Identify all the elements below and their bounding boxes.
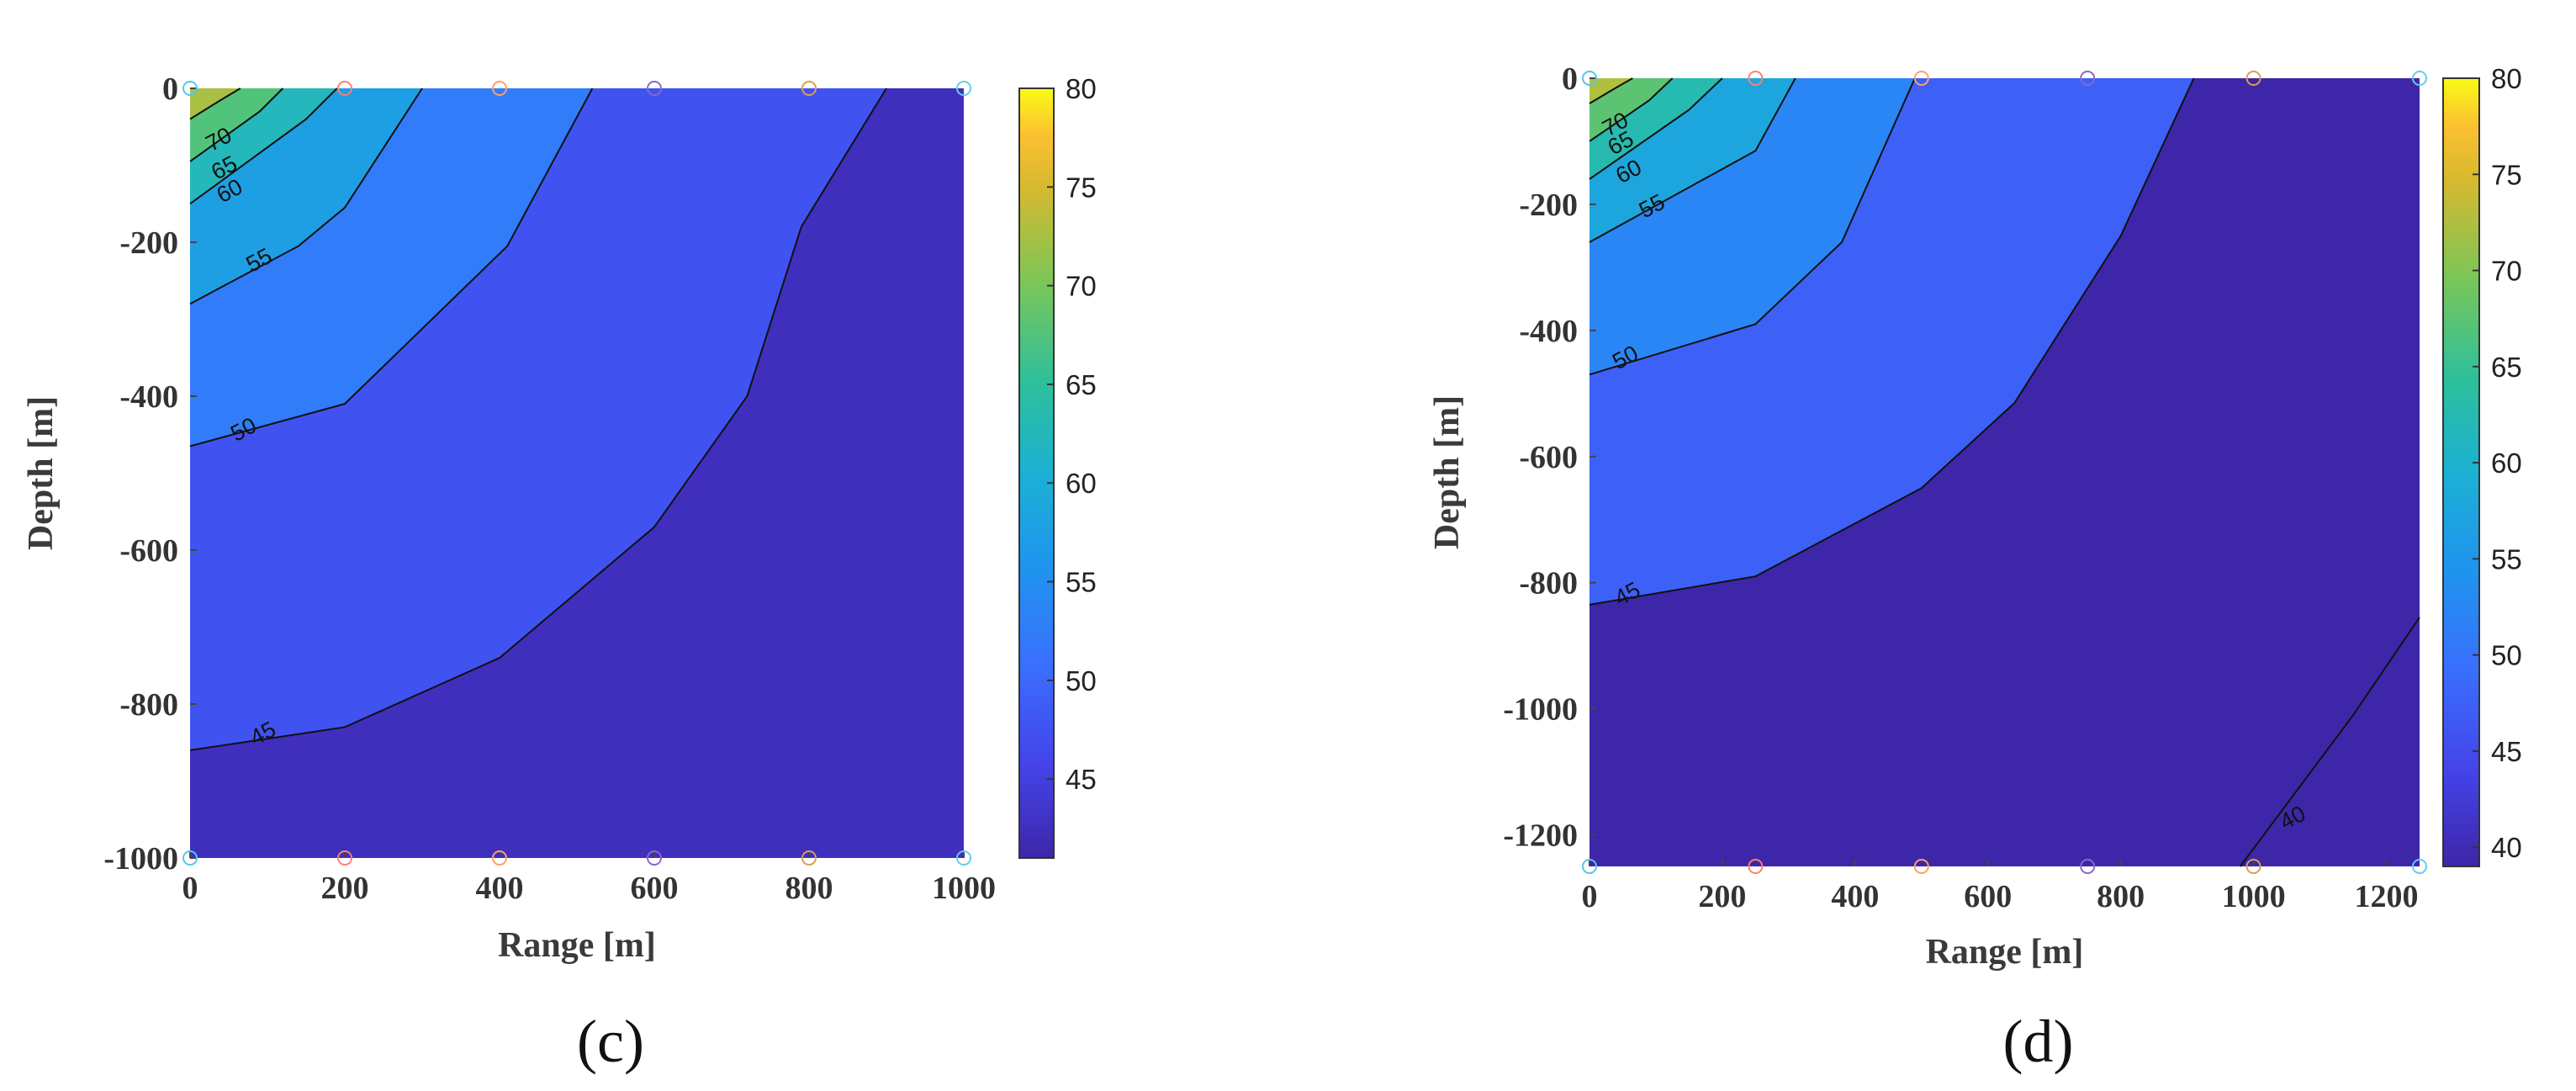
contour-line-55 bbox=[1589, 77, 1796, 243]
x-tick-label: 400 bbox=[1831, 879, 1879, 914]
sample-marker bbox=[647, 81, 662, 96]
panel-label: (c) bbox=[577, 1008, 644, 1075]
sample-marker bbox=[1582, 859, 1597, 874]
contour-line-65 bbox=[189, 87, 284, 162]
colorbar-tick-label: 70 bbox=[1066, 271, 1097, 302]
y-tick-label: 0 bbox=[162, 71, 178, 107]
colorbar-tick-label: 45 bbox=[2491, 736, 2522, 767]
x-tick-label: 1000 bbox=[2222, 879, 2286, 914]
sample-marker bbox=[1748, 71, 1764, 86]
y-tick-label: -400 bbox=[119, 379, 178, 415]
contour-panel-c: 70 65 60 55 50 45 0 200 400 600 800 1000 0 -200 -400 -6… bbox=[22, 71, 1097, 1075]
sample-marker bbox=[2245, 859, 2261, 874]
sample-marker bbox=[801, 81, 817, 96]
colorbar-tick-label: 60 bbox=[2491, 448, 2522, 479]
colorbar-tick-label: 60 bbox=[1066, 468, 1097, 499]
contour-line-50 bbox=[189, 87, 594, 448]
y-tick-label: -800 bbox=[1519, 566, 1578, 601]
contour-line-70 bbox=[189, 87, 241, 120]
contour-line-40 bbox=[2240, 617, 2420, 867]
contour-line-45 bbox=[189, 87, 887, 751]
contour-line-60 bbox=[1589, 77, 1723, 180]
contour-line-70 bbox=[1589, 77, 1633, 104]
x-tick-label: 600 bbox=[631, 871, 679, 906]
contour-line-55 bbox=[189, 87, 423, 305]
sample-marker bbox=[647, 850, 662, 866]
x-axis-label: Range [m] bbox=[1926, 933, 2084, 972]
y-tick-label: -200 bbox=[119, 225, 178, 261]
x-tick-label: 0 bbox=[1582, 879, 1598, 914]
sample-marker bbox=[1913, 71, 1929, 86]
colorbar-tick-label: 45 bbox=[1066, 764, 1097, 795]
contour-line-45 bbox=[1589, 77, 2195, 606]
colorbar-tick-label: 70 bbox=[2491, 256, 2522, 287]
contour-line-50 bbox=[1589, 77, 1916, 376]
sample-marker bbox=[337, 81, 352, 96]
x-tick-label: 600 bbox=[1964, 879, 2012, 914]
x-tick-label: 200 bbox=[321, 871, 369, 906]
sample-marker bbox=[1582, 71, 1597, 86]
y-axis-label: Depth [m] bbox=[1428, 395, 1467, 549]
colorbar-tick-label: 50 bbox=[1066, 665, 1097, 696]
x-tick-label: 1200 bbox=[2355, 879, 2419, 914]
sample-marker bbox=[2412, 859, 2427, 874]
contour-region-70 bbox=[1590, 78, 1633, 103]
contour-region-65 bbox=[1590, 78, 1673, 141]
contour-region-70 bbox=[190, 88, 241, 119]
colorbar bbox=[1018, 87, 1055, 859]
y-tick-label: -1000 bbox=[103, 841, 178, 877]
x-tick-label: 800 bbox=[2097, 879, 2145, 914]
colorbar-tick-label: 80 bbox=[1066, 73, 1097, 104]
colorbar-tick-label: 65 bbox=[2491, 352, 2522, 383]
y-tick-label: -600 bbox=[1519, 440, 1578, 475]
x-tick-label: 200 bbox=[1698, 879, 1746, 914]
colorbar-tick-label: 55 bbox=[2491, 543, 2522, 575]
sample-marker bbox=[182, 81, 198, 96]
sample-marker bbox=[2245, 71, 2261, 86]
colorbar-tick-label: 50 bbox=[2491, 640, 2522, 671]
x-tick-label: 400 bbox=[476, 871, 524, 906]
y-tick-label: -600 bbox=[119, 533, 178, 569]
colorbar-tick-label: 65 bbox=[1066, 369, 1097, 400]
colorbar-tick-label: 40 bbox=[2491, 832, 2522, 863]
sample-marker bbox=[801, 850, 817, 866]
sample-marker bbox=[956, 81, 971, 96]
sample-marker bbox=[956, 850, 971, 866]
y-tick-label: -800 bbox=[119, 687, 178, 723]
y-tick-label: -1200 bbox=[1503, 818, 1578, 854]
x-axis-label: Range [m] bbox=[498, 926, 656, 965]
colorbar-tick-label: 80 bbox=[2491, 63, 2522, 94]
y-tick-label: -400 bbox=[1519, 314, 1578, 349]
colorbar-tick-label: 75 bbox=[2491, 159, 2522, 190]
colorbar-tick-label: 75 bbox=[1066, 172, 1097, 203]
sample-marker bbox=[337, 850, 352, 866]
x-tick-label: 1000 bbox=[932, 871, 996, 906]
sample-marker bbox=[492, 81, 507, 96]
colorbar-tick-label: 55 bbox=[1066, 567, 1097, 598]
sample-marker bbox=[2080, 859, 2096, 874]
x-tick-label: 800 bbox=[785, 871, 833, 906]
sample-marker bbox=[1913, 859, 1929, 874]
y-axis-label: Depth [m] bbox=[22, 396, 61, 550]
x-tick-label: 0 bbox=[182, 871, 198, 906]
colorbar bbox=[2442, 77, 2480, 867]
sample-marker bbox=[1748, 859, 1764, 874]
contour-region-65 bbox=[190, 88, 283, 162]
panel-label: (d) bbox=[2003, 1008, 2074, 1075]
contour-line-60 bbox=[189, 87, 338, 205]
contour-line-65 bbox=[1589, 77, 1674, 142]
sample-marker bbox=[182, 850, 198, 866]
sample-marker bbox=[2080, 71, 2096, 86]
y-tick-label: 0 bbox=[1562, 61, 1578, 97]
y-tick-label: -1000 bbox=[1503, 692, 1578, 728]
sample-marker bbox=[2412, 71, 2427, 86]
y-tick-label: -200 bbox=[1519, 188, 1578, 223]
sample-marker bbox=[492, 850, 507, 866]
contour-region-lt-40 bbox=[2240, 617, 2420, 866]
